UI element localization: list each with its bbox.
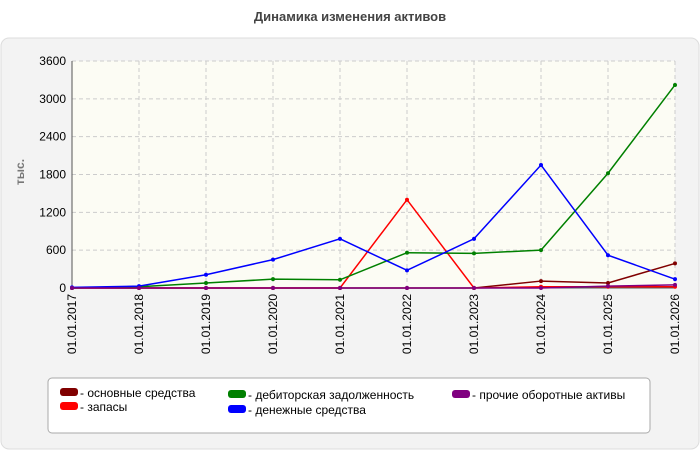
y-tick-label: 3000 xyxy=(39,92,66,106)
legend xyxy=(47,377,651,434)
point xyxy=(539,163,543,168)
point xyxy=(673,277,677,282)
legend-swatch xyxy=(452,390,470,398)
point xyxy=(137,286,141,290)
legend-swatch xyxy=(228,390,246,398)
point xyxy=(606,171,610,176)
point xyxy=(539,248,543,253)
point xyxy=(405,197,409,202)
y-tick-label: 3600 xyxy=(39,54,66,68)
point xyxy=(204,286,208,290)
point xyxy=(405,286,409,290)
point xyxy=(271,286,275,290)
series-line xyxy=(72,284,676,289)
series-line xyxy=(71,84,676,289)
x-tick-label: 01.01.2019 xyxy=(199,294,213,354)
y-tick-label: 1800 xyxy=(39,168,66,182)
y-tick-label: 1200 xyxy=(39,205,66,219)
x-tick-label: 01.01.2021 xyxy=(333,294,347,354)
point xyxy=(472,286,476,290)
point xyxy=(338,286,342,290)
point xyxy=(338,277,342,282)
y-tick-label: 0 xyxy=(59,281,66,295)
point xyxy=(405,250,409,255)
point xyxy=(271,277,275,282)
point xyxy=(405,268,409,273)
point xyxy=(204,280,208,285)
point xyxy=(673,82,677,87)
y-tick-label: 600 xyxy=(46,243,66,257)
series-line xyxy=(71,163,676,289)
point xyxy=(472,251,476,256)
point xyxy=(539,286,543,290)
legend-swatch xyxy=(60,388,78,396)
x-tick-label: 01.01.2025 xyxy=(601,294,615,354)
y-axis-label: тыс. xyxy=(13,159,27,185)
legend-label: - дебиторская задолженность xyxy=(248,388,414,402)
point xyxy=(70,286,74,290)
point xyxy=(204,272,208,277)
point xyxy=(338,236,342,241)
x-tick-label: 01.01.2024 xyxy=(534,294,548,354)
x-tick-label: 01.01.2017 xyxy=(65,294,79,354)
legend-label: - денежные средства xyxy=(248,403,366,417)
point xyxy=(606,280,610,285)
legend-swatch xyxy=(60,402,78,410)
chart-title: Динамика изменения активов xyxy=(254,9,446,24)
x-tick-label: 01.01.2023 xyxy=(467,294,481,354)
legend-label: - основные средства xyxy=(80,386,196,400)
point xyxy=(606,253,610,258)
point xyxy=(472,236,476,241)
y-tick-label: 2400 xyxy=(39,130,66,144)
point xyxy=(606,284,610,289)
x-tick-label: 01.01.2020 xyxy=(266,294,280,354)
point xyxy=(673,282,677,287)
legend-swatch xyxy=(228,405,246,413)
x-tick-label: 01.01.2026 xyxy=(668,294,682,354)
legend-label: - прочие оборотные активы xyxy=(472,388,625,402)
legend-label: - запасы xyxy=(80,400,127,414)
point xyxy=(539,279,543,284)
x-tick-label: 01.01.2022 xyxy=(400,294,414,354)
x-tick-label: 01.01.2018 xyxy=(132,294,146,354)
point xyxy=(271,257,275,262)
point xyxy=(673,261,677,266)
